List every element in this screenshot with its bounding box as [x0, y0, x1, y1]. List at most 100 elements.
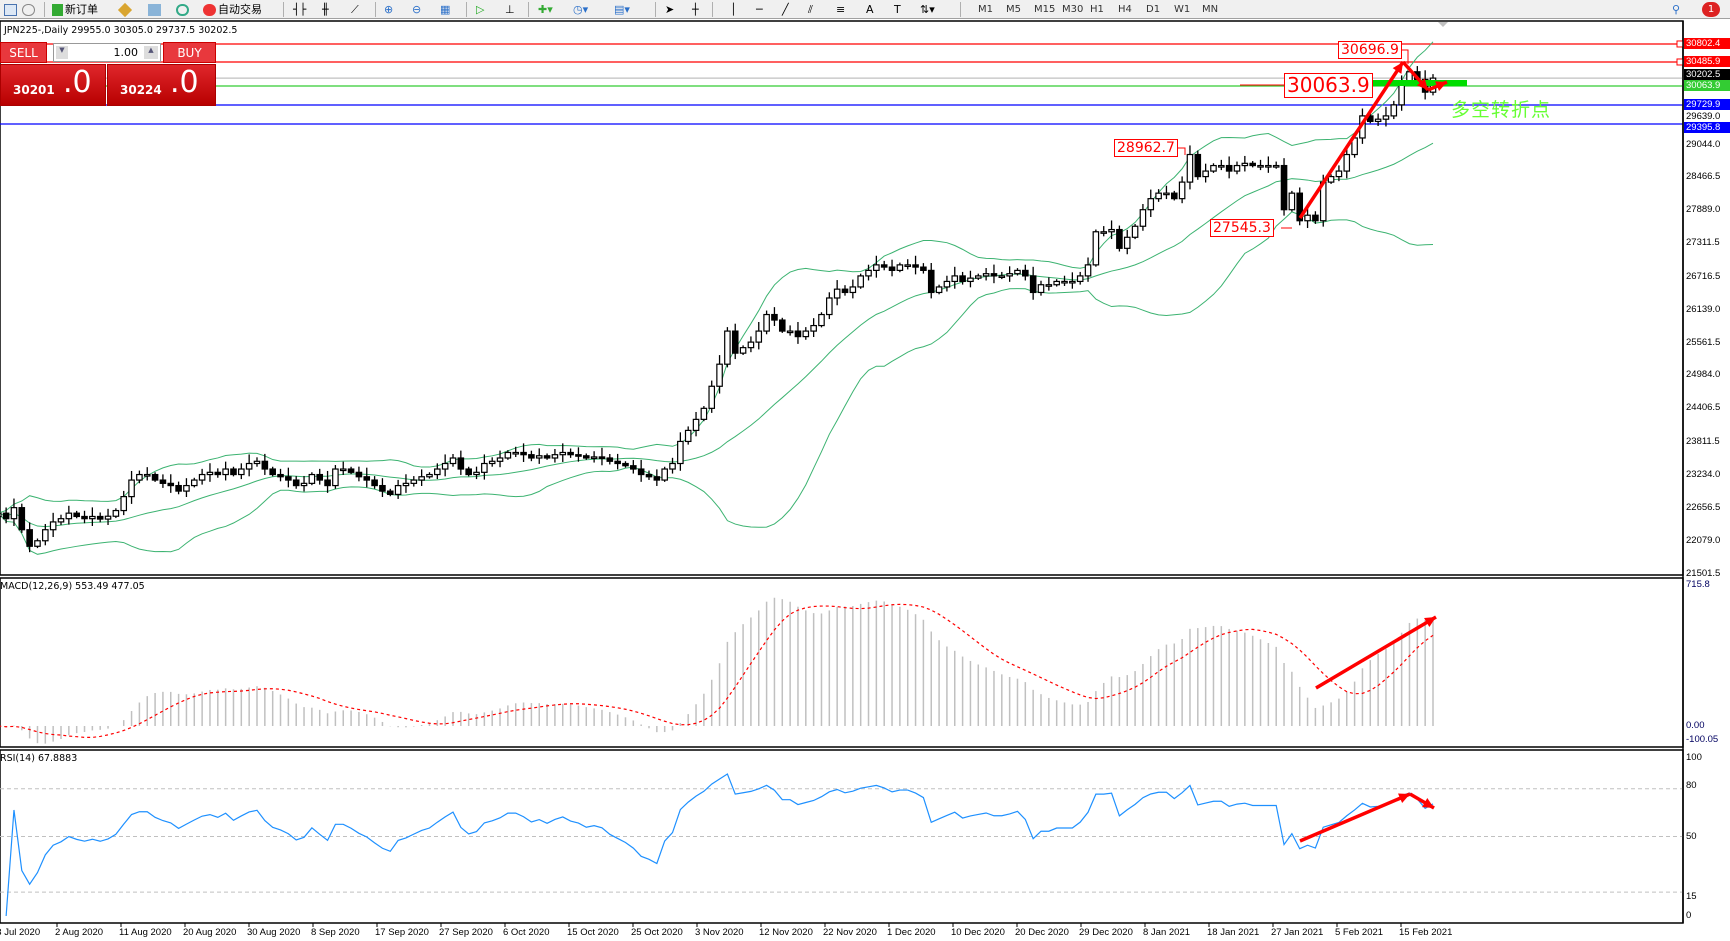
candlestick-icon[interactable]: ╫: [322, 3, 329, 16]
print-preview-icon[interactable]: [22, 2, 37, 17]
auto-trading-button[interactable]: 自动交易: [203, 2, 262, 17]
candle-body: [1296, 192, 1304, 222]
sell-price[interactable]: 30201 .0: [0, 64, 106, 106]
timeframe-h1[interactable]: H1: [1090, 4, 1104, 15]
lot-value: 1.00: [113, 46, 139, 59]
new-order-button[interactable]: 新订单: [52, 2, 98, 17]
trendline-icon[interactable]: ╱: [782, 3, 789, 16]
indicators-icon[interactable]: ✚▾: [538, 3, 553, 16]
chart-shift-icon[interactable]: ⊥: [505, 3, 515, 16]
annotation-high[interactable]: 30696.9: [1338, 41, 1402, 59]
candle-body: [1022, 269, 1029, 277]
equidistant-channel-icon[interactable]: ⫽: [808, 3, 813, 16]
buy-price[interactable]: 30224 .0: [107, 64, 216, 106]
timeframe-m1[interactable]: M1: [978, 4, 993, 15]
annotation-connector: [1175, 147, 1186, 155]
toolbar-separator: [466, 2, 467, 17]
candle-body: [1076, 275, 1084, 283]
annotation-pivot[interactable]: 30063.9: [1284, 73, 1373, 98]
rsi-axis-100: 100: [1686, 752, 1702, 763]
price-axis-label: 25561.5: [1686, 336, 1721, 348]
candle-body: [363, 476, 371, 481]
rsi-trend-arrow-icon: [1299, 792, 1411, 843]
candle-body: [551, 454, 559, 459]
templates-icon[interactable]: ▤▾: [614, 3, 630, 16]
vertical-line-icon[interactable]: │: [730, 3, 737, 16]
candle-body: [332, 468, 339, 487]
candle-body: [65, 512, 73, 520]
toolbar-separator: [375, 2, 376, 17]
candle-body: [214, 471, 222, 476]
arrows-icon[interactable]: ⇅▾: [920, 3, 935, 16]
sell-button[interactable]: SELL: [0, 42, 47, 63]
line-chart-icon[interactable]: ⟋: [351, 3, 359, 16]
candle-body: [308, 473, 316, 484]
annotation-prior-high[interactable]: 28962.7: [1114, 139, 1178, 157]
candle-body: [786, 330, 794, 334]
fibonacci-icon[interactable]: ≡: [836, 3, 846, 16]
candle-body: [1398, 82, 1405, 106]
timeframe-m30[interactable]: M30: [1062, 4, 1084, 15]
rsi-label: RSI(14) 67.8883: [0, 753, 78, 764]
crosshair-icon[interactable]: ┼: [692, 3, 699, 16]
price-level-label: 30802.4: [1684, 38, 1730, 50]
date-axis-label: 25 Oct 2020: [631, 927, 683, 938]
level-handle: [1676, 40, 1684, 48]
cursor-icon[interactable]: ➤: [665, 3, 675, 16]
timeframe-h4[interactable]: H4: [1118, 4, 1132, 15]
timeframe-m15[interactable]: M15: [1034, 4, 1056, 15]
navigator-icon[interactable]: [148, 2, 163, 17]
candle-body: [512, 451, 520, 455]
annotation-low[interactable]: 27545.3: [1210, 219, 1274, 237]
chart-shift-marker: [1438, 22, 1448, 27]
signals-icon[interactable]: [176, 2, 191, 17]
candle-body: [841, 288, 849, 294]
tile-windows-icon[interactable]: ▦: [440, 3, 451, 16]
candle-body: [1170, 192, 1178, 200]
candle-body: [1265, 164, 1272, 168]
date-axis-label: 29 Dec 2020: [1079, 927, 1133, 938]
timeframe-d1[interactable]: D1: [1146, 4, 1161, 15]
candle-body: [582, 455, 590, 459]
candle-body: [645, 473, 653, 478]
lot-decrease-icon[interactable]: ▼: [56, 46, 68, 59]
candle-body: [575, 454, 582, 457]
date-axis-label: 27 Jan 2021: [1271, 927, 1324, 938]
candle-body: [57, 518, 65, 523]
autoscroll-icon[interactable]: ▷: [476, 3, 485, 16]
candle-body: [1131, 225, 1139, 238]
candle-body: [1390, 104, 1398, 117]
date-axis-label: 15 Feb 2021: [1399, 927, 1453, 938]
text-label-icon[interactable]: T: [894, 3, 901, 16]
zoom-out-icon[interactable]: ⊖: [412, 3, 422, 16]
one-click-trading-panel: SELL ▼ 1.00 ▲ BUY 30201 .0 30224 .0: [0, 42, 216, 106]
chart-window-icon[interactable]: [4, 2, 19, 17]
candle-body: [167, 482, 175, 487]
toolbar-separator: [283, 2, 284, 17]
zoom-in-icon[interactable]: ⊕: [384, 3, 394, 16]
notification-badge[interactable]: 1: [1702, 2, 1720, 17]
text-icon[interactable]: A: [866, 3, 874, 16]
price-axis-label: 27889.0: [1686, 204, 1721, 216]
candle-body: [637, 468, 645, 476]
timeframe-mn[interactable]: MN: [1202, 4, 1219, 15]
date-axis-label: 8 Sep 2020: [311, 927, 360, 938]
candle-body: [96, 515, 104, 520]
candle-body: [528, 454, 535, 459]
buy-button[interactable]: BUY: [163, 42, 216, 63]
lot-size-input[interactable]: ▼ 1.00 ▲: [53, 43, 161, 62]
candle-body: [763, 313, 770, 332]
lot-increase-icon[interactable]: ▲: [144, 46, 158, 59]
bar-chart-icon[interactable]: ┤├: [293, 3, 307, 16]
annotation-note[interactable]: 多空转折点: [1451, 99, 1552, 121]
candle-body: [112, 509, 120, 517]
horizontal-line-icon[interactable]: ─: [756, 3, 763, 16]
timeframe-w1[interactable]: W1: [1174, 4, 1191, 15]
price-level-label: 29729.9: [1684, 99, 1730, 111]
periods-icon[interactable]: ◷▾: [573, 3, 589, 16]
candle-body: [230, 468, 237, 476]
search-icon[interactable]: ⚲: [1672, 3, 1681, 16]
candle-body: [778, 319, 786, 332]
timeframe-m5[interactable]: M5: [1006, 4, 1021, 15]
